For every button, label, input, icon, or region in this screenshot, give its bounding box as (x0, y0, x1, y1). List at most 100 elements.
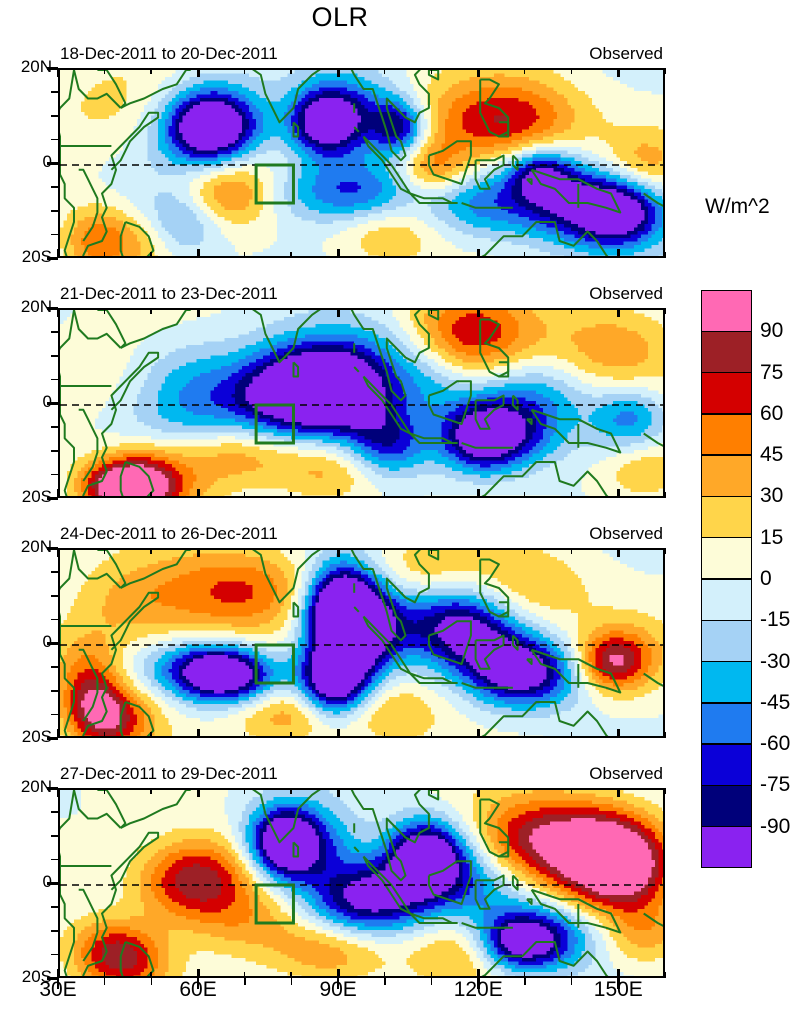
x-axis-minor-tick (243, 788, 246, 794)
x-axis-major-tick (477, 969, 480, 978)
x-axis-major-tick (477, 729, 480, 738)
x-axis-major-tick (197, 489, 200, 498)
x-axis-major-tick (197, 969, 200, 978)
y-axis-major-tick (47, 642, 58, 645)
x-axis-minor-tick (290, 732, 292, 738)
panel-source-label-3: Observed (589, 524, 663, 544)
colorbar-swatch-10 (701, 702, 752, 745)
x-axis-outer-minor-tick (430, 978, 433, 985)
colorbar-divider (701, 660, 752, 663)
panel-source-label-4: Observed (589, 764, 663, 784)
x-axis-minor-tick (383, 492, 386, 498)
x-axis-minor-tick (523, 732, 526, 738)
y-axis-minor-tick (51, 713, 58, 716)
y-axis-minor-tick (51, 835, 58, 837)
x-axis-minor-tick (290, 788, 292, 794)
colorbar-tick-label-90: 90 (760, 319, 783, 343)
x-axis-minor-tick (570, 68, 573, 74)
x-axis-outer-tick (336, 978, 340, 989)
panel-source-label-2: Observed (589, 284, 663, 304)
colorbar (701, 290, 752, 868)
panel-date-range-4: 27-Dec-2011 to 29-Dec-2011 (60, 764, 278, 784)
x-axis-outer-tick (477, 978, 480, 989)
y-axis-minor-tick (51, 186, 58, 188)
x-axis-minor-tick (243, 308, 246, 314)
region-of-interest-box (254, 403, 295, 445)
x-axis-major-tick (197, 788, 200, 797)
x-axis-minor-tick (103, 972, 106, 978)
x-axis-minor-tick (103, 548, 106, 554)
x-axis-minor-tick (383, 732, 386, 738)
x-axis-minor-tick (570, 732, 573, 738)
panel-date-range-2: 21-Dec-2011 to 23-Dec-2011 (60, 284, 278, 304)
x-axis-major-tick (57, 969, 60, 978)
x-axis-major-tick (57, 308, 60, 317)
x-axis-major-tick (57, 68, 60, 77)
panel-source-label-1: Observed (589, 44, 663, 64)
colorbar-units-label: W/m^2 (705, 195, 770, 219)
x-axis-minor-tick (243, 548, 246, 554)
x-axis-label-60E: 60E (158, 978, 238, 1002)
x-axis-minor-tick (383, 972, 386, 978)
map-panel-2: 21-Dec-2011 to 23-Dec-2011 Observed (58, 284, 665, 498)
y-axis-label-20S: 20S (0, 487, 52, 507)
x-axis-minor-tick (664, 732, 666, 738)
x-axis-minor-tick (103, 252, 106, 258)
y-axis-minor-tick (51, 233, 58, 236)
y-axis-label-20N: 20N (0, 777, 52, 797)
x-axis-major-tick (617, 969, 620, 978)
colorbar-divider (701, 371, 752, 374)
map-plot-area-1 (58, 68, 665, 258)
contour-field-2 (60, 310, 663, 496)
x-axis-major-tick (617, 788, 620, 797)
colorbar-tick-label-neg90: -90 (760, 815, 790, 839)
y-axis-minor-tick (51, 426, 58, 428)
y-axis-minor-tick (51, 115, 58, 117)
x-axis-minor-tick (664, 548, 666, 554)
y-axis-minor-tick (51, 378, 58, 381)
x-axis-outer-tick (56, 978, 60, 989)
x-axis-minor-tick (290, 252, 292, 258)
x-axis-minor-tick (570, 252, 573, 258)
x-axis-major-tick (57, 548, 60, 557)
x-axis-major-tick (477, 548, 480, 557)
colorbar-tick-label-15: 15 (760, 526, 783, 550)
x-axis-minor-tick (570, 788, 573, 794)
x-axis-minor-tick (430, 732, 433, 738)
x-axis-major-tick (477, 489, 480, 498)
colorbar-divider (701, 495, 752, 498)
region-of-interest-box (254, 163, 295, 205)
colorbar-tick-label-30: 30 (760, 484, 783, 508)
x-axis-minor-tick (383, 252, 386, 258)
x-axis-minor-tick (523, 492, 526, 498)
x-axis-major-tick (337, 788, 340, 797)
colorbar-divider (701, 619, 752, 622)
x-axis-minor-tick (243, 972, 246, 978)
x-axis-minor-tick (103, 68, 106, 74)
x-axis-major-tick (337, 249, 340, 258)
x-axis-minor-tick (383, 548, 386, 554)
x-axis-minor-tick (243, 252, 246, 258)
x-axis-major-tick (477, 68, 480, 77)
y-axis-label-20S: 20S (0, 247, 52, 267)
x-axis-label-120E: 120E (438, 978, 518, 1002)
x-axis-major-tick (337, 969, 340, 978)
colorbar-tick-label-0: 0 (760, 567, 772, 591)
colorbar-tick-label-neg30: -30 (760, 650, 790, 674)
x-axis-major-tick (57, 729, 60, 738)
x-axis-minor-tick (243, 732, 246, 738)
y-axis-label-20S: 20S (0, 727, 52, 747)
map-panel-1: 18-Dec-2011 to 20-Dec-2011 Observed (58, 44, 665, 258)
y-axis-minor-tick (51, 666, 58, 668)
x-axis-minor-tick (664, 68, 666, 74)
x-axis-major-tick (197, 308, 200, 317)
y-axis-major-tick (47, 162, 58, 165)
x-axis-label-90E: 90E (298, 978, 378, 1002)
map-panel-4: 27-Dec-2011 to 29-Dec-2011 Observed (58, 764, 665, 978)
y-axis-minor-tick (51, 571, 58, 573)
x-axis-outer-tick (196, 978, 200, 989)
x-axis-major-tick (57, 249, 60, 258)
x-axis-major-tick (617, 249, 620, 258)
x-axis-major-tick (617, 68, 620, 77)
y-axis-label-0: 0 (0, 872, 52, 892)
